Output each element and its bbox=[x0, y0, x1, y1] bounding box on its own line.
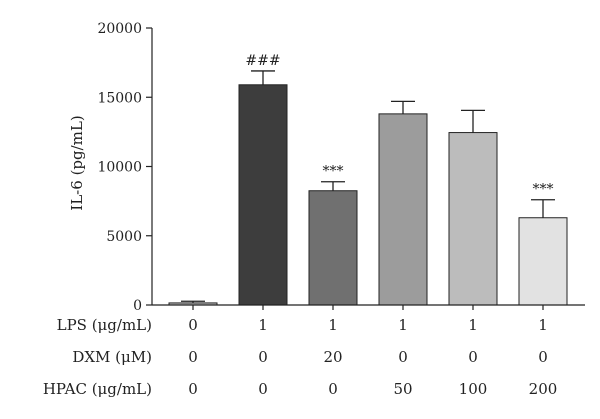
x-axis bbox=[152, 304, 585, 310]
condition-label: HPAC (μg/mL) bbox=[43, 380, 152, 398]
condition-value: 1 bbox=[468, 316, 478, 334]
condition-value: 1 bbox=[328, 316, 338, 334]
bar-3 bbox=[308, 190, 358, 306]
condition-value: 1 bbox=[538, 316, 548, 334]
bar-5 bbox=[448, 132, 498, 306]
bar-2 bbox=[238, 84, 288, 306]
y-tick-label: 5000 bbox=[106, 229, 142, 245]
condition-value: 0 bbox=[328, 380, 338, 398]
significance-label: ### bbox=[245, 53, 280, 69]
condition-value: 0 bbox=[468, 348, 478, 366]
condition-value: 0 bbox=[188, 316, 198, 334]
condition-value: 0 bbox=[538, 348, 548, 366]
y-tick-label: 10000 bbox=[97, 160, 142, 176]
bars: ### *** *** bbox=[168, 53, 568, 306]
condition-label: LPS (μg/mL) bbox=[57, 316, 152, 334]
y-tick-label: 15000 bbox=[97, 90, 142, 106]
condition-value: 0 bbox=[258, 380, 268, 398]
condition-value: 20 bbox=[323, 348, 342, 366]
significance-label: *** bbox=[323, 164, 344, 180]
y-axis: 0 5000 10000 15000 20000 bbox=[97, 21, 153, 314]
y-tick-label: 0 bbox=[133, 298, 142, 314]
y-axis-label: IL-6 (pg/mL) bbox=[68, 115, 86, 210]
condition-value: 50 bbox=[393, 380, 412, 398]
y-tick-label: 20000 bbox=[97, 21, 142, 37]
bar-4 bbox=[378, 113, 428, 306]
condition-value: 0 bbox=[258, 348, 268, 366]
condition-value: 0 bbox=[188, 380, 198, 398]
condition-value: 0 bbox=[188, 348, 198, 366]
condition-value: 0 bbox=[398, 348, 408, 366]
condition-label: DXM (μM) bbox=[72, 348, 152, 366]
condition-value: 1 bbox=[398, 316, 408, 334]
condition-value: 100 bbox=[459, 380, 488, 398]
bar-6 bbox=[518, 217, 568, 306]
condition-value: 1 bbox=[258, 316, 268, 334]
significance-label: *** bbox=[533, 182, 554, 198]
condition-value: 200 bbox=[529, 380, 558, 398]
